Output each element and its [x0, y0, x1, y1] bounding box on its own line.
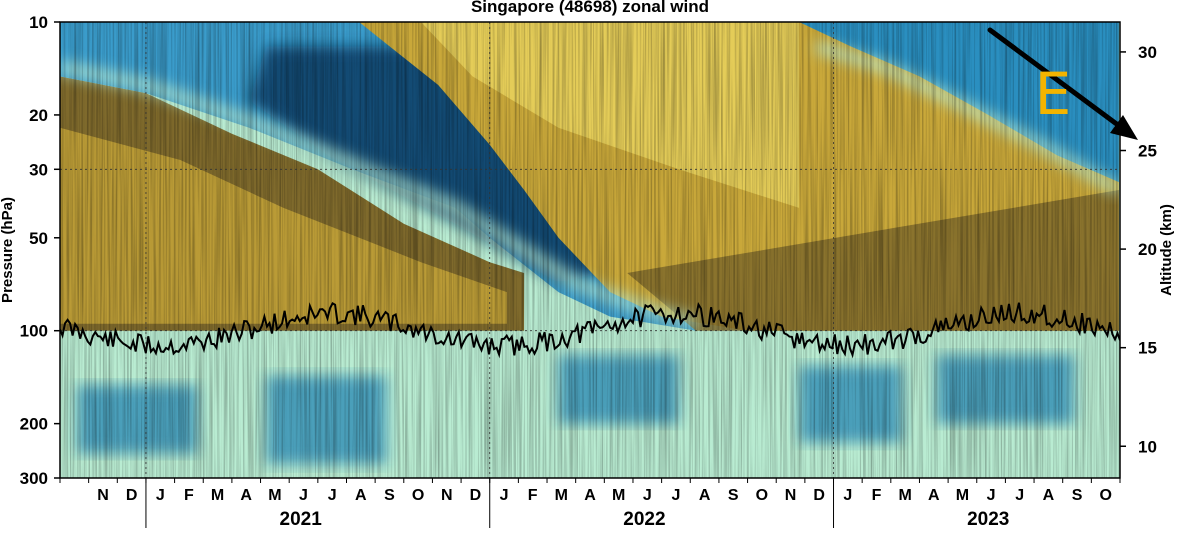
month-label: M [268, 487, 281, 504]
month-label: F [184, 487, 194, 504]
year-label: 2022 [623, 509, 665, 530]
month-label: O [1099, 487, 1111, 504]
pressure-tick-label: 10 [29, 13, 48, 32]
month-label: D [470, 487, 482, 504]
descent-arrow-head [1110, 115, 1138, 140]
easterly-label: E [1035, 60, 1072, 128]
month-label: A [355, 487, 367, 504]
month-label: D [813, 487, 825, 504]
month-label: M [956, 487, 969, 504]
month-label: J [671, 487, 680, 504]
month-label: O [412, 487, 424, 504]
pressure-tick-label: 100 [20, 322, 48, 341]
time-axis: N D J F M A M J J A S O N D J F M A M J J A S O N D J F M A M J J A S O2021… [59, 478, 1121, 530]
month-label: A [1043, 487, 1055, 504]
year-label: 2021 [280, 509, 323, 530]
month-label: N [785, 487, 797, 504]
altitude-tick-label: 25 [1138, 142, 1157, 161]
month-label: A [928, 487, 940, 504]
plot-frame [59, 21, 1121, 479]
year-label: 2023 [967, 509, 1009, 530]
pressure-axis: 10 20 30 50 100 200 300 [20, 13, 60, 488]
month-label: J [643, 487, 652, 504]
pressure-tick-label: 200 [20, 415, 48, 434]
month-label: J [843, 487, 852, 504]
texture-overlay [60, 22, 1120, 478]
month-label: F [528, 487, 538, 504]
altitude-tick-label: 10 [1138, 437, 1157, 456]
month-label: N [97, 487, 109, 504]
pressure-tick-label: 30 [29, 160, 48, 179]
month-label: F [872, 487, 882, 504]
pressure-tick-label: 20 [29, 106, 48, 125]
pressure-tick-label: 300 [20, 469, 48, 488]
month-label: J [299, 487, 308, 504]
altitude-tick-label: 15 [1138, 339, 1157, 358]
tropopause-line [60, 301, 1120, 359]
pressure-tick-label: 50 [29, 229, 48, 248]
month-label: A [240, 487, 252, 504]
month-label: S [384, 487, 395, 504]
month-label: J [1015, 487, 1024, 504]
altitude-axis: 10 15 20 25 30 [1120, 43, 1157, 456]
descent-arrow-shaft [987, 27, 1125, 131]
month-label: J [987, 487, 996, 504]
month-label: J [500, 487, 509, 504]
easterly-annotation: E [987, 27, 1138, 140]
month-label: M [211, 487, 224, 504]
chart-title: Singapore (48698) zonal wind [471, 0, 709, 16]
month-label: M [555, 487, 568, 504]
month-label: J [328, 487, 337, 504]
month-label: S [728, 487, 739, 504]
month-label: M [612, 487, 625, 504]
month-label: J [156, 487, 165, 504]
altitude-axis-label: Altitude (km) [1158, 204, 1175, 296]
altitude-tick-label: 30 [1138, 43, 1157, 62]
month-label: N [441, 487, 453, 504]
month-label: A [584, 487, 596, 504]
month-label: A [699, 487, 711, 504]
month-label: S [1072, 487, 1083, 504]
month-label: M [898, 487, 911, 504]
altitude-tick-label: 20 [1138, 240, 1157, 259]
plot-area [60, 22, 1120, 478]
pressure-axis-label: Pressure (hPa) [0, 197, 16, 303]
month-label: O [756, 487, 768, 504]
month-label: D [126, 487, 138, 504]
